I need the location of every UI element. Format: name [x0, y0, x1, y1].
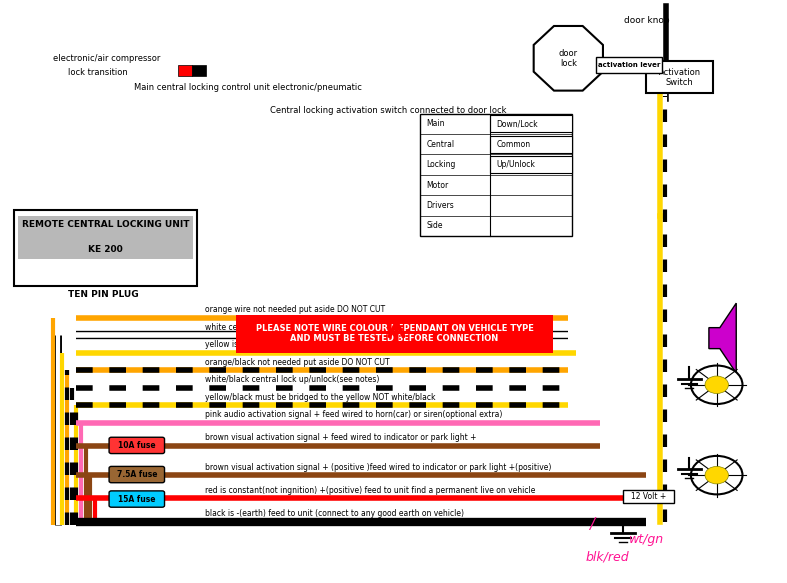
FancyBboxPatch shape: [17, 216, 194, 259]
Text: blk/red: blk/red: [586, 550, 629, 563]
Text: Up/Unlock: Up/Unlock: [497, 160, 535, 169]
Text: yellow/black must be bridged to the yellow NOT white/black: yellow/black must be bridged to the yell…: [205, 393, 436, 402]
FancyBboxPatch shape: [646, 61, 713, 93]
Text: Drivers: Drivers: [427, 201, 454, 210]
Text: brown visual activation signal + feed wired to indicator or park light +: brown visual activation signal + feed wi…: [205, 434, 477, 442]
Text: Locking: Locking: [427, 160, 456, 169]
FancyBboxPatch shape: [109, 491, 164, 507]
FancyBboxPatch shape: [490, 156, 572, 173]
Polygon shape: [709, 303, 736, 373]
Text: KE 200: KE 200: [88, 245, 123, 254]
Text: electronic/air compressor: electronic/air compressor: [53, 54, 161, 63]
Text: pink audio activation signal + feed wired to horn(car) or siren(optional extra): pink audio activation signal + feed wire…: [205, 410, 503, 419]
FancyBboxPatch shape: [109, 437, 164, 454]
Text: Main: Main: [427, 120, 445, 128]
Text: 15A fuse: 15A fuse: [118, 494, 156, 504]
Text: white/black central lock up/unlock(see notes): white/black central lock up/unlock(see n…: [205, 375, 379, 384]
Text: Activation
Switch: Activation Switch: [659, 68, 700, 87]
Circle shape: [705, 466, 729, 484]
FancyBboxPatch shape: [178, 65, 192, 76]
Text: Main central locking control unit electronic/pneumatic: Main central locking control unit electr…: [134, 83, 362, 92]
Text: door
lock: door lock: [559, 48, 578, 68]
Text: Down/Lock: Down/Lock: [497, 120, 538, 128]
FancyBboxPatch shape: [490, 136, 572, 153]
FancyBboxPatch shape: [490, 115, 572, 132]
Text: black is -(earth) feed to unit (connect to any good earth on vehicle): black is -(earth) feed to unit (connect …: [205, 510, 464, 518]
FancyBboxPatch shape: [420, 114, 572, 236]
Text: /: /: [589, 517, 594, 532]
Text: Side: Side: [427, 222, 442, 230]
Text: orange wire not needed put aside DO NOT CUT: orange wire not needed put aside DO NOT …: [205, 305, 386, 314]
Circle shape: [691, 366, 742, 404]
Text: brown visual activation signal + (positive )feed wired to indicator or park ligh: brown visual activation signal + (positi…: [205, 463, 552, 472]
FancyBboxPatch shape: [236, 315, 552, 353]
Text: 12 Volt +: 12 Volt +: [630, 491, 666, 501]
Text: red is constant(not ingnition) +(positive) feed to unit find a permanent live on: red is constant(not ingnition) +(positiv…: [205, 486, 535, 495]
FancyBboxPatch shape: [109, 466, 164, 483]
Text: Common: Common: [497, 140, 530, 149]
FancyBboxPatch shape: [596, 57, 662, 73]
Text: lock transition: lock transition: [68, 68, 128, 78]
FancyBboxPatch shape: [192, 65, 206, 76]
Circle shape: [705, 376, 729, 394]
Text: TEN PIN PLUG: TEN PIN PLUG: [68, 290, 139, 299]
Text: wt/gn: wt/gn: [629, 533, 664, 546]
Text: PLEASE NOTE WIRE COLOUR DEPENDANT ON VEHICLE TYPE
AND MUST BE TESTED BEFORE CONN: PLEASE NOTE WIRE COLOUR DEPENDANT ON VEH…: [256, 324, 534, 343]
Text: Central: Central: [427, 140, 454, 149]
Text: Motor: Motor: [427, 181, 449, 189]
Text: Central locking activation switch connected to door lock: Central locking activation switch connec…: [271, 106, 507, 115]
FancyBboxPatch shape: [623, 490, 674, 503]
Text: 10A fuse: 10A fuse: [118, 441, 156, 450]
Text: yellow is the central lock common(see notes): yellow is the central lock common(see no…: [205, 340, 379, 349]
Circle shape: [691, 456, 742, 494]
FancyBboxPatch shape: [14, 210, 198, 286]
Text: activation lever: activation lever: [597, 62, 660, 68]
Text: white central lock down/lock (see notes): white central lock down/lock (see notes): [205, 323, 360, 332]
Polygon shape: [534, 26, 603, 90]
Text: 7.5A fuse: 7.5A fuse: [116, 470, 157, 479]
Text: door knob: door knob: [623, 16, 669, 25]
Text: REMOTE CENTRAL LOCKING UNIT: REMOTE CENTRAL LOCKING UNIT: [22, 220, 190, 229]
Text: orange/black not needed put aside DO NOT CUT: orange/black not needed put aside DO NOT…: [205, 358, 390, 367]
